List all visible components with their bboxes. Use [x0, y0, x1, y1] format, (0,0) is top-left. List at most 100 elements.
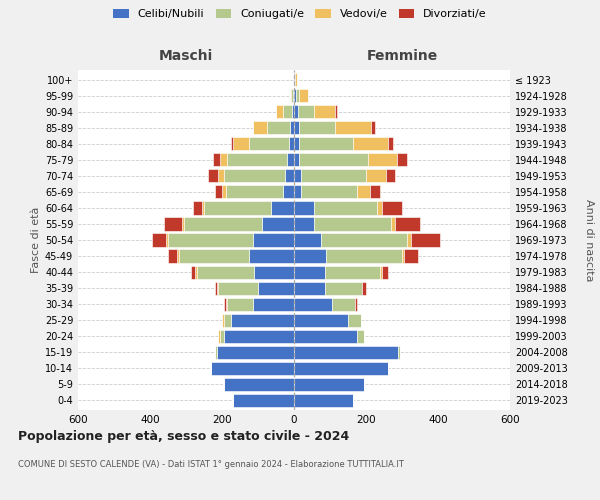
- Bar: [348, 314, 361, 327]
- Bar: [357, 186, 370, 198]
- Bar: [314, 105, 335, 118]
- Bar: [224, 170, 285, 182]
- Bar: [294, 282, 325, 294]
- Bar: [204, 202, 271, 214]
- Bar: [290, 89, 292, 102]
- Bar: [152, 234, 166, 246]
- Bar: [325, 266, 380, 278]
- Bar: [202, 202, 204, 214]
- Bar: [231, 314, 294, 327]
- Bar: [296, 89, 299, 102]
- Bar: [294, 378, 364, 391]
- Bar: [298, 105, 314, 118]
- Bar: [215, 186, 222, 198]
- Bar: [217, 282, 218, 294]
- Bar: [335, 105, 337, 118]
- Bar: [355, 298, 357, 310]
- Bar: [168, 234, 253, 246]
- Bar: [299, 137, 353, 150]
- Bar: [294, 298, 332, 310]
- Bar: [332, 298, 355, 310]
- Bar: [258, 282, 294, 294]
- Bar: [397, 153, 407, 166]
- Bar: [254, 266, 294, 278]
- Bar: [382, 266, 388, 278]
- Bar: [388, 137, 393, 150]
- Bar: [290, 121, 294, 134]
- Bar: [215, 282, 217, 294]
- Bar: [193, 202, 202, 214]
- Bar: [294, 137, 299, 150]
- Bar: [294, 105, 298, 118]
- Bar: [233, 394, 294, 407]
- Bar: [362, 282, 366, 294]
- Bar: [321, 234, 407, 246]
- Bar: [371, 121, 375, 134]
- Bar: [294, 250, 326, 262]
- Bar: [292, 105, 294, 118]
- Bar: [283, 186, 294, 198]
- Bar: [276, 105, 283, 118]
- Bar: [224, 330, 294, 343]
- Bar: [395, 218, 420, 230]
- Bar: [287, 153, 294, 166]
- Bar: [213, 153, 220, 166]
- Bar: [197, 266, 254, 278]
- Bar: [231, 137, 233, 150]
- Bar: [386, 170, 395, 182]
- Bar: [299, 121, 335, 134]
- Bar: [301, 170, 366, 182]
- Bar: [294, 266, 325, 278]
- Bar: [377, 202, 382, 214]
- Bar: [177, 250, 179, 262]
- Bar: [294, 394, 353, 407]
- Bar: [218, 330, 220, 343]
- Bar: [191, 266, 195, 278]
- Bar: [294, 186, 301, 198]
- Bar: [217, 346, 294, 359]
- Bar: [294, 346, 398, 359]
- Bar: [294, 202, 314, 214]
- Text: Femmine: Femmine: [367, 49, 437, 63]
- Bar: [271, 202, 294, 214]
- Bar: [253, 121, 267, 134]
- Bar: [294, 234, 321, 246]
- Text: Maschi: Maschi: [159, 49, 213, 63]
- Y-axis label: Fasce di età: Fasce di età: [31, 207, 41, 273]
- Text: COMUNE DI SESTO CALENDE (VA) - Dati ISTAT 1° gennaio 2024 - Elaborazione TUTTITA: COMUNE DI SESTO CALENDE (VA) - Dati ISTA…: [18, 460, 404, 469]
- Bar: [295, 73, 296, 86]
- Bar: [294, 170, 301, 182]
- Bar: [380, 266, 382, 278]
- Bar: [283, 105, 292, 118]
- Bar: [368, 153, 397, 166]
- Bar: [398, 346, 400, 359]
- Bar: [370, 186, 380, 198]
- Y-axis label: Anni di nascita: Anni di nascita: [584, 198, 595, 281]
- Bar: [411, 234, 440, 246]
- Bar: [294, 153, 299, 166]
- Bar: [222, 186, 226, 198]
- Bar: [249, 137, 289, 150]
- Bar: [404, 250, 418, 262]
- Bar: [314, 218, 391, 230]
- Bar: [407, 234, 411, 246]
- Bar: [182, 218, 184, 230]
- Bar: [294, 362, 388, 375]
- Bar: [215, 346, 217, 359]
- Bar: [353, 137, 388, 150]
- Bar: [226, 186, 283, 198]
- Bar: [382, 202, 402, 214]
- Bar: [227, 298, 253, 310]
- Bar: [224, 314, 231, 327]
- Bar: [402, 250, 404, 262]
- Bar: [224, 378, 294, 391]
- Bar: [164, 218, 182, 230]
- Bar: [168, 250, 177, 262]
- Bar: [294, 121, 299, 134]
- Bar: [314, 202, 377, 214]
- Bar: [285, 170, 294, 182]
- Bar: [366, 170, 386, 182]
- Bar: [218, 282, 258, 294]
- Bar: [249, 250, 294, 262]
- Bar: [294, 314, 348, 327]
